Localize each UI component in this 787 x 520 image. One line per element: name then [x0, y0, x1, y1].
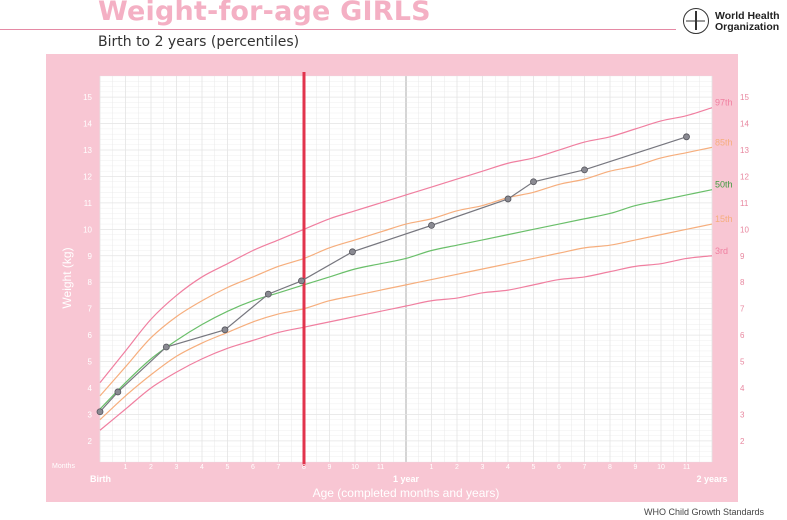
x-corner-label: Months: [52, 463, 75, 470]
y-tick-right: 12: [740, 172, 749, 181]
percentile-curve-50th: [99, 189, 713, 410]
y-tick-left: 2: [88, 437, 93, 446]
x-tick-label: 11: [683, 464, 690, 471]
x-tick-label: 10: [351, 464, 359, 471]
x-tick-label: 1: [124, 464, 128, 471]
y-tick-left: 10: [83, 225, 92, 234]
footer-credit: WHO Child Growth Standards: [644, 507, 765, 517]
percentile-curve-85th: [99, 146, 713, 397]
organization-name: World Health Organization: [715, 11, 787, 33]
x-tick-label: 1 year: [393, 474, 420, 484]
x-tick-label: 2 years: [696, 474, 727, 484]
x-tick-label: 5: [226, 464, 230, 471]
x-tick-label: 9: [328, 464, 332, 471]
x-tick-label: 8: [302, 464, 306, 471]
child-weight-point: [581, 166, 588, 174]
y-tick-left: 15: [83, 93, 92, 102]
percentile-curve-3rd: [99, 255, 713, 431]
y-tick-right: 9: [740, 252, 745, 261]
x-tick-label: Birth: [90, 474, 111, 484]
y-tick-left: 13: [83, 146, 92, 155]
percentile-curve-15th: [99, 223, 713, 421]
y-tick-right: 11: [740, 199, 749, 208]
y-tick-left: 7: [88, 305, 93, 314]
y-tick-right: 2: [740, 437, 745, 446]
y-tick-labels: 2 2 3 3 4 4 5 5 6 6 7 7 8 8 9 9 10 10 11 11 12 12 13 13 14 14 15 15: [83, 93, 749, 446]
percentile-labels: 97th 85th 50th 15th 3rd: [715, 98, 733, 256]
child-weight-point: [504, 195, 512, 203]
y-axis-label: Weight (kg): [60, 247, 74, 308]
child-weight-point: [162, 343, 170, 351]
child-weight-line: [99, 136, 687, 413]
x-tick-label: 5: [532, 464, 536, 471]
grid: [99, 75, 713, 463]
y-tick-right: 13: [740, 146, 749, 155]
y-tick-right: 10: [740, 225, 749, 234]
x-tick-label: 6: [251, 464, 255, 471]
x-tick-label: 11: [377, 464, 384, 471]
y-tick-right: 4: [740, 384, 745, 393]
percentile-curve-97th: [99, 107, 713, 384]
y-tick-left: 5: [88, 358, 93, 367]
child-weight-point: [530, 178, 537, 186]
org-name-line1: World Health: [715, 10, 780, 22]
y-tick-left: 9: [88, 252, 93, 261]
y-tick-left: 4: [88, 384, 93, 393]
child-weight-point: [428, 221, 435, 229]
x-tick-label: 7: [277, 464, 281, 471]
y-tick-right: 5: [740, 358, 745, 367]
x-tick-label: 2: [455, 464, 459, 471]
child-weight-point: [264, 290, 272, 298]
child-weight-point: [298, 277, 305, 285]
y-tick-right: 3: [740, 410, 745, 419]
org-name-line2: Organization: [715, 21, 780, 33]
child-weight-point: [114, 388, 122, 396]
child-weight-point: [96, 408, 104, 416]
x-tick-label: 3: [481, 464, 485, 471]
percentile-label-97th: 97th: [715, 98, 733, 108]
y-tick-left: 3: [88, 410, 93, 419]
y-tick-left: 12: [83, 172, 92, 181]
y-tick-right: 6: [740, 331, 745, 340]
child-series: [96, 133, 690, 416]
percentile-label-3rd: 3rd: [715, 246, 728, 256]
child-weight-point: [221, 326, 229, 334]
y-tick-left: 14: [83, 120, 92, 129]
x-tick-label: 4: [506, 464, 510, 471]
y-tick-right: 15: [740, 93, 749, 102]
y-tick-left: 8: [88, 278, 93, 287]
percentile-curves: [99, 107, 713, 431]
percentile-label-50th: 50th: [715, 180, 733, 190]
x-tick-labels: Birth 1 2 3 4 5 6 7 8 9 10 11 1 year 1 2 3 4 5 6 7 8 9 10 11 2 y…: [90, 464, 728, 484]
x-tick-label: 1: [430, 464, 434, 471]
x-tick-label: 6: [557, 464, 561, 471]
chart-subtitle: Birth to 2 years (percentiles): [98, 34, 300, 50]
x-tick-label: 4: [200, 464, 204, 471]
child-weight-point: [683, 133, 690, 141]
x-tick-label: 9: [634, 464, 638, 471]
y-tick-right: 14: [740, 120, 749, 129]
y-tick-right: 8: [740, 278, 745, 287]
child-weight-point: [349, 248, 356, 256]
who-emblem-icon: [683, 8, 709, 34]
x-tick-label: 3: [175, 464, 179, 471]
x-tick-label: 7: [583, 464, 587, 471]
x-tick-label: 2: [149, 464, 153, 471]
x-axis-label: Age (completed months and years): [313, 486, 500, 500]
percentile-label-15th: 15th: [715, 214, 733, 224]
y-tick-left: 11: [84, 199, 93, 208]
percentile-label-85th: 85th: [715, 137, 733, 147]
y-tick-left: 6: [88, 331, 93, 340]
header-divider: [0, 29, 676, 30]
chart-title: Weight-for-age GIRLS: [98, 0, 431, 27]
x-tick-label: 8: [608, 464, 612, 471]
x-tick-label: 10: [657, 464, 665, 471]
y-tick-right: 7: [740, 305, 745, 314]
